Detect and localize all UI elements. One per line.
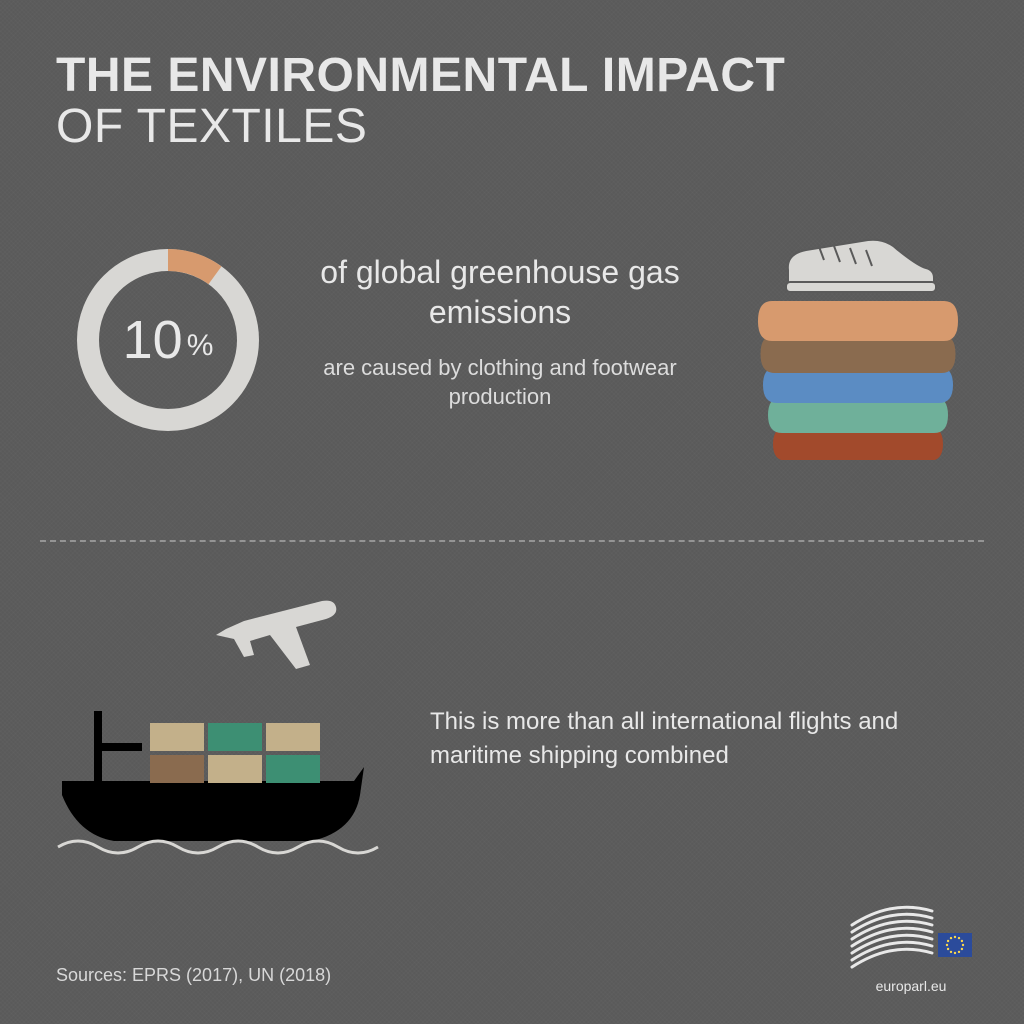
stat-text: of global greenhouse gas emissions are c… [310, 252, 690, 411]
title-block: THE ENVIRONMENTAL IMPACT OF TEXTILES [56, 48, 785, 154]
logo-caption: europarl.eu [846, 978, 976, 994]
sources-text: Sources: EPRS (2017), UN (2018) [56, 965, 331, 986]
title-line2: OF TEXTILES [56, 99, 785, 154]
clothes-stack-icon [748, 210, 968, 460]
donut-label: 10 % [68, 240, 268, 440]
ship-svg [54, 595, 394, 865]
section-divider [40, 540, 984, 542]
donut-chart: 10 % [68, 240, 268, 440]
title-line1: THE ENVIRONMENTAL IMPACT [56, 48, 785, 103]
stat-subheading: are caused by clothing and footwear prod… [310, 354, 690, 411]
clothes-svg [748, 210, 968, 460]
infographic-canvas: THE ENVIRONMENTAL IMPACT OF TEXTILES 10 … [0, 0, 1024, 1024]
section-bottom: This is more than all international flig… [0, 595, 1024, 895]
europarl-logo: europarl.eu [846, 899, 976, 994]
logo-svg [846, 899, 976, 969]
bottom-text: This is more than all international flig… [430, 705, 950, 772]
ship-plane-icon [54, 595, 394, 855]
section-top: 10 % of global greenhouse gas emissions … [0, 230, 1024, 530]
stat-heading: of global greenhouse gas emissions [310, 252, 690, 332]
donut-number: 10 [123, 309, 183, 371]
donut-percent: % [187, 329, 214, 363]
